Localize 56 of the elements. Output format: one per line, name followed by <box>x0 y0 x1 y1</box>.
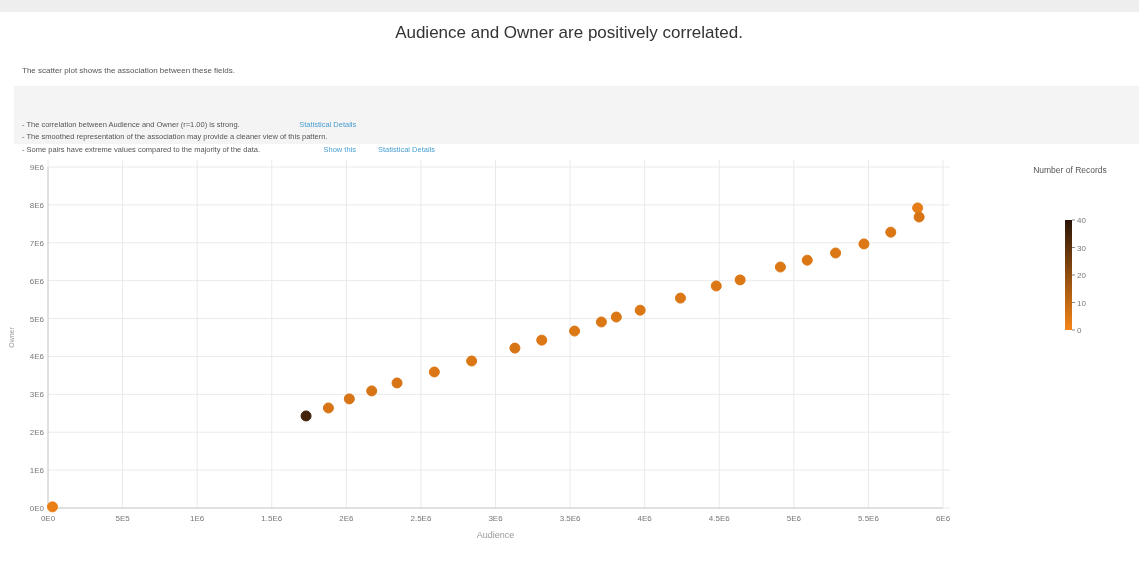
point <box>710 280 722 292</box>
x-tick-label: 2E6 <box>339 514 354 523</box>
y-tick-label: 3E6 <box>29 390 45 400</box>
x-tick-label: 1.5E6 <box>261 514 283 523</box>
point <box>858 238 870 250</box>
x-tick-label: 1E6 <box>190 514 205 523</box>
point <box>391 377 403 389</box>
chart-subtitle: The scatter plot shows the association between these fields. <box>22 66 236 75</box>
point <box>595 316 607 328</box>
x-tick-label: 6E6 <box>935 514 951 523</box>
point <box>610 311 622 323</box>
x-tick-label: 4E6 <box>637 514 653 523</box>
point <box>46 501 58 513</box>
point <box>509 342 521 354</box>
chart-title: Audience and Owner are positively correlated. <box>395 23 743 42</box>
color-bar-title: Number of Records <box>1033 165 1107 175</box>
point <box>774 261 786 273</box>
y-tick-label: 6E6 <box>29 276 45 286</box>
y-tick-label: 8E6 <box>29 200 45 210</box>
x-tick-label: 2.5E6 <box>410 514 432 523</box>
x-tick-label: 4.5E6 <box>708 514 731 523</box>
point <box>734 274 746 286</box>
color-bar-label: 0 <box>1077 326 1082 335</box>
point <box>913 211 925 223</box>
point <box>912 202 924 214</box>
x-tick-label: 3.5E6 <box>559 514 582 523</box>
color-bar-label: 10 <box>1077 298 1087 308</box>
x-tick-label: 5.5E6 <box>857 514 880 523</box>
point <box>466 355 478 367</box>
point <box>634 304 646 316</box>
point <box>366 385 378 397</box>
point <box>300 410 312 422</box>
y-tick-label: 0E0 <box>29 504 45 513</box>
x-tick-label: 0E0 <box>40 514 56 523</box>
point <box>801 254 813 266</box>
point <box>343 393 355 405</box>
x-tick-label: 5E5 <box>115 514 131 523</box>
color-bar-label: 40 <box>1077 216 1087 225</box>
x-tick-label: 5E6 <box>786 514 802 523</box>
x-tick-label: 3E6 <box>488 514 504 523</box>
point <box>569 325 581 337</box>
y-tick-label: 5E6 <box>29 314 45 324</box>
point <box>830 247 842 259</box>
y-tick-label: 1E6 <box>29 466 45 476</box>
y-tick-label: 9E6 <box>29 163 45 172</box>
point <box>885 226 897 238</box>
point <box>428 366 440 378</box>
point <box>674 292 686 304</box>
point <box>322 402 334 414</box>
color-bar-label: 30 <box>1077 243 1087 253</box>
x-axis-title: Audience <box>476 530 515 540</box>
y-tick-label: 7E6 <box>29 238 45 248</box>
point <box>536 334 548 346</box>
y-tick-label: 2E6 <box>29 428 45 438</box>
color-bar-label: 20 <box>1077 271 1087 280</box>
y-tick-label: 4E6 <box>29 352 45 362</box>
